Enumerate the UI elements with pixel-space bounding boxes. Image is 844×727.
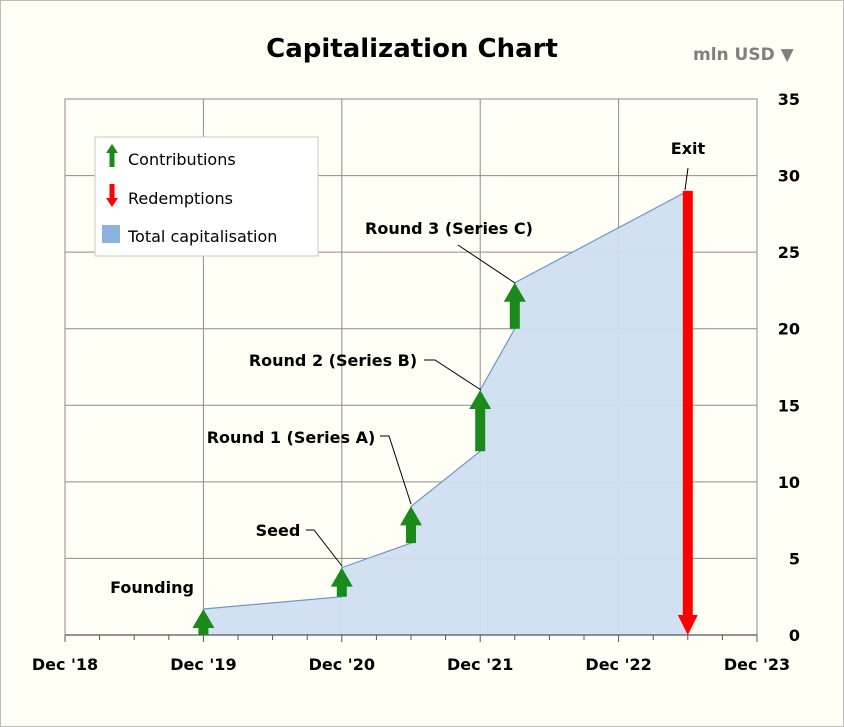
event-label: Founding <box>110 578 194 597</box>
chart-title: Capitalization Chart <box>266 34 558 64</box>
y-tick-label: 15 <box>778 396 800 415</box>
x-tick-label: Dec '18 <box>32 655 98 674</box>
contribution-arrow <box>192 608 215 635</box>
y-tick-label: 25 <box>778 243 800 262</box>
unit-label: mln USD ▼ <box>693 45 795 65</box>
legend-label: Redemptions <box>128 189 233 208</box>
y-tick-label: 30 <box>778 167 800 186</box>
event-label: Round 1 (Series A) <box>207 428 376 447</box>
green-up-arrow-icon <box>106 144 118 167</box>
x-tick-label: Dec '20 <box>309 655 375 674</box>
annotation-leader <box>457 244 516 284</box>
y-tick-label: 10 <box>778 473 800 492</box>
contribution-arrow <box>503 282 526 329</box>
x-tick-label: Dec '22 <box>585 655 651 674</box>
red-down-arrow-icon <box>106 184 118 207</box>
redemption-arrow <box>677 190 698 635</box>
x-tick-label: Dec '21 <box>447 655 513 674</box>
y-tick-label: 20 <box>778 320 800 339</box>
legend-label: Contributions <box>128 150 236 169</box>
annotation-leader <box>424 359 482 391</box>
x-tick-label: Dec '19 <box>170 655 236 674</box>
contribution-arrow <box>330 567 353 597</box>
event-label: Seed <box>256 521 301 540</box>
annotation-leader <box>380 435 412 505</box>
blue-square-icon <box>102 225 120 243</box>
legend-box <box>94 136 319 257</box>
total-capitalisation-area <box>203 190 688 635</box>
event-label: Round 3 (Series C) <box>365 219 533 238</box>
y-tick-label: 0 <box>789 626 800 645</box>
event-label: Round 2 (Series B) <box>249 351 417 370</box>
y-tick-label: 35 <box>778 90 800 109</box>
contribution-arrow <box>400 506 422 544</box>
event-label: Exit <box>671 139 706 158</box>
y-tick-label: 5 <box>789 549 800 568</box>
x-tick-label: Dec '23 <box>724 655 790 674</box>
annotation-leader <box>306 529 343 567</box>
annotation-leader <box>684 167 689 191</box>
legend-label: Total capitalisation <box>127 227 277 246</box>
contribution-arrow <box>469 389 492 452</box>
